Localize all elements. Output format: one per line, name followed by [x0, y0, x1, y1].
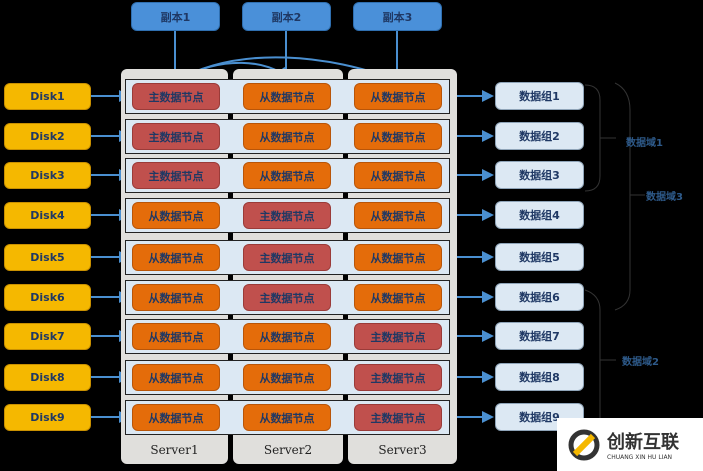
disk-box: Disk8 — [4, 364, 91, 391]
disk-box: Disk4 — [4, 202, 91, 229]
slave-node: 从数据节点 — [132, 404, 220, 431]
slave-node: 从数据节点 — [243, 83, 331, 110]
slave-node: 从数据节点 — [132, 364, 220, 391]
data-group-box: 数据组2 — [495, 122, 584, 150]
domain-label-1: 数据域1 — [626, 138, 663, 149]
domain-label-2: 数据域2 — [622, 357, 659, 368]
slave-node: 从数据节点 — [354, 284, 442, 311]
logo-name: 创新互联 — [607, 432, 679, 453]
master-node: 主数据节点 — [243, 244, 331, 271]
server-label: Server1 — [150, 443, 199, 457]
disk-box: Disk7 — [4, 323, 91, 350]
slave-node: 从数据节点 — [243, 404, 331, 431]
master-node: 主数据节点 — [243, 202, 331, 229]
slave-node: 从数据节点 — [132, 284, 220, 311]
server-label: Server2 — [263, 443, 313, 457]
slave-node: 从数据节点 — [132, 244, 220, 271]
master-node: 主数据节点 — [354, 364, 442, 391]
data-group-box: 数据组5 — [495, 243, 584, 271]
data-group-box: 数据组6 — [495, 283, 584, 311]
server-label: Server3 — [378, 443, 427, 457]
disk-box: Disk2 — [4, 123, 91, 150]
slave-node: 从数据节点 — [132, 202, 220, 229]
disk-box: Disk6 — [4, 284, 91, 311]
data-group-box: 数据组3 — [495, 161, 584, 189]
watermark-logo: 创新互联 CHUANG XIN HU LIAN — [557, 418, 703, 471]
disk-box: Disk3 — [4, 162, 91, 189]
data-group-box: 数据组7 — [495, 322, 584, 350]
slave-node: 从数据节点 — [354, 123, 442, 150]
disk-box: Disk5 — [4, 244, 91, 271]
slave-node: 从数据节点 — [243, 123, 331, 150]
slave-node: 从数据节点 — [243, 323, 331, 350]
master-node: 主数据节点 — [243, 284, 331, 311]
domain1-bracket — [584, 84, 616, 192]
slave-node: 从数据节点 — [354, 83, 442, 110]
replica-box: 副本2 — [242, 2, 331, 31]
slave-node: 从数据节点 — [354, 244, 442, 271]
master-node: 主数据节点 — [354, 404, 442, 431]
disk-box: Disk9 — [4, 404, 91, 431]
master-node: 主数据节点 — [354, 323, 442, 350]
replica-box: 副本1 — [131, 2, 220, 31]
slave-node: 从数据节点 — [354, 202, 442, 229]
data-group-box: 数据组8 — [495, 363, 584, 391]
master-node: 主数据节点 — [132, 162, 220, 189]
data-group-box: 数据组4 — [495, 201, 584, 229]
domain-label-3: 数据域3 — [646, 192, 683, 203]
slave-node: 从数据节点 — [132, 323, 220, 350]
slave-node: 从数据节点 — [354, 162, 442, 189]
logo-icon — [568, 429, 600, 460]
replica-box: 副本3 — [353, 2, 442, 31]
domain3-bracket — [614, 82, 645, 311]
data-group-box: 数据组1 — [495, 82, 584, 110]
master-node: 主数据节点 — [132, 123, 220, 150]
slave-node: 从数据节点 — [243, 364, 331, 391]
slave-node: 从数据节点 — [243, 162, 331, 189]
master-node: 主数据节点 — [132, 83, 220, 110]
logo-sub: CHUANG XIN HU LIAN — [607, 454, 673, 461]
domain2-bracket — [584, 289, 616, 420]
disk-box: Disk1 — [4, 83, 91, 110]
